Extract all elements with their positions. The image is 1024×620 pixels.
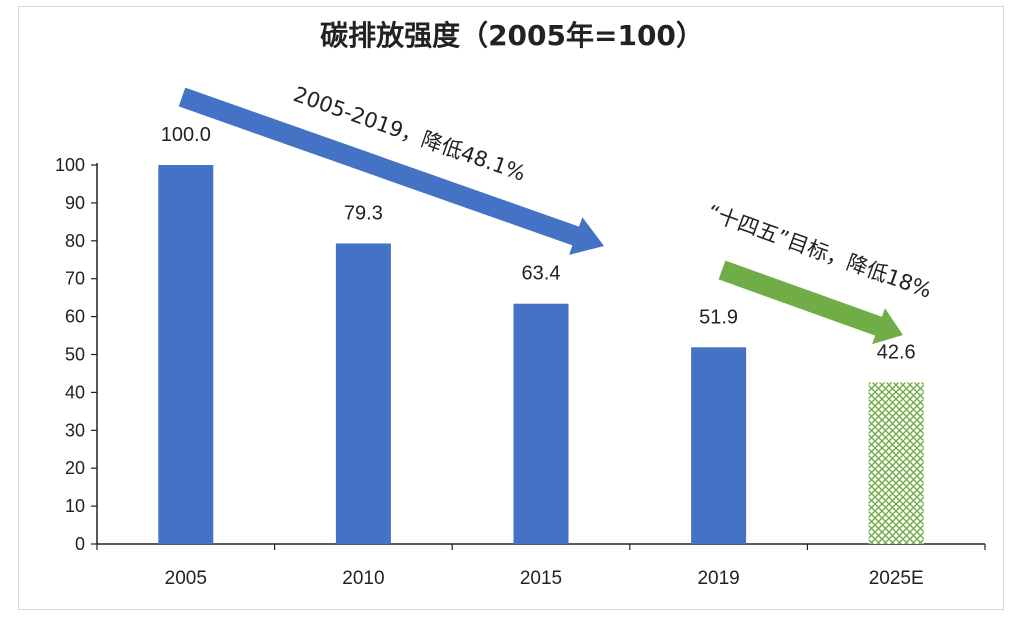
x-tick-label: 2010 [342,568,384,589]
y-tick-label: 40 [65,382,85,402]
annotation-label: “十四五”目标，降低18% [704,200,935,303]
y-tick-label: 70 [65,269,85,289]
bar-projected [868,382,924,544]
y-tick-label: 0 [75,534,85,554]
data-label: 100.0 [161,124,211,146]
y-tick-label: 90 [65,193,85,213]
y-tick-label: 100 [55,155,85,175]
y-tick-label: 80 [65,231,85,251]
bar [691,347,747,544]
y-tick-label: 60 [65,307,85,327]
bar [158,165,214,544]
chart-title: 碳排放强度（2005年=100） [320,19,704,52]
data-label: 51.9 [699,306,738,328]
y-tick-label: 30 [65,420,85,440]
data-label: 42.6 [877,342,916,364]
x-tick-label: 2019 [697,568,739,589]
y-tick-label: 20 [65,458,85,478]
chart-frame [18,6,1004,610]
y-tick-label: 50 [65,345,85,365]
trend-arrow-green [718,260,903,345]
bar [513,303,569,544]
x-tick-label: 2005 [165,568,207,589]
x-tick-label: 2025E [869,568,924,589]
bar [335,243,391,544]
data-label: 79.3 [344,202,383,224]
y-tick-label: 10 [65,496,85,516]
trend-arrow-blue [178,87,604,255]
data-label: 63.4 [522,263,561,285]
x-tick-label: 2015 [520,568,562,589]
